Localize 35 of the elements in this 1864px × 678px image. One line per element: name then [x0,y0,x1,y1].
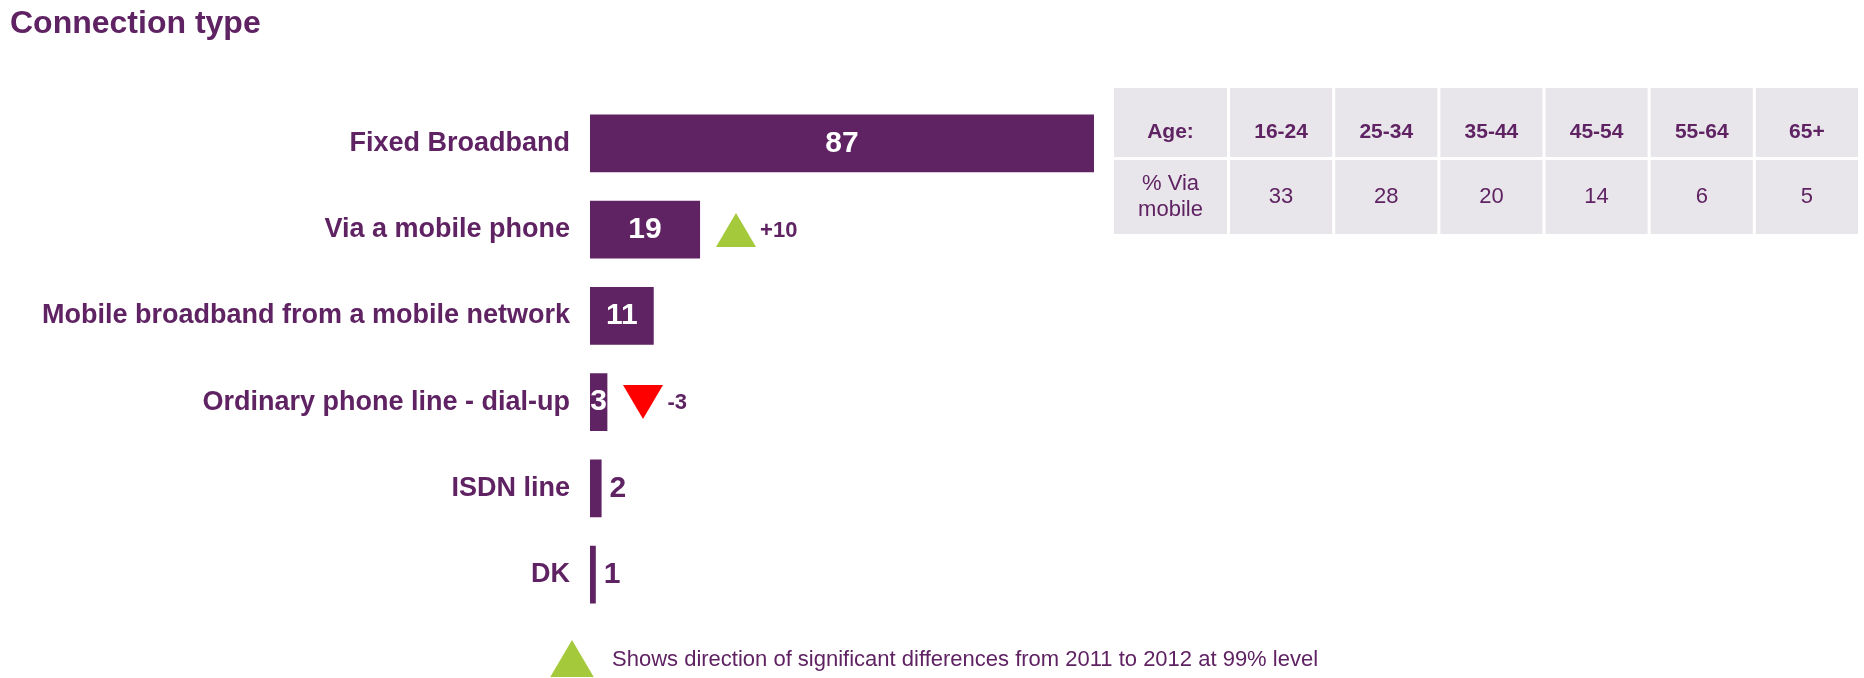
bar [590,545,596,604]
x-tick-label: 65+ [1789,119,1825,143]
text: Shows direction of significant differences from 2011 to 2012 at 99% level [612,645,1319,672]
data-label: 5 [1800,183,1814,209]
x-tick-label: 16-24 [1254,119,1309,143]
annotation: -3 [667,389,687,416]
data-label: 33 [1268,183,1294,209]
data-label: 28 [1374,183,1399,209]
data-label: 6 [1695,183,1708,209]
x-tick-label: 25-34 [1359,119,1414,143]
bar [590,114,1094,173]
y-tick-label: % Via mobile [1138,170,1203,222]
y-tick-label: Fixed Broadband [349,126,570,157]
data-label: 87 [825,124,859,158]
y-tick-label: Ordinary phone line - dial-up [202,385,570,416]
bar [590,200,701,259]
y-tick-label: Via a mobile phone [324,213,570,244]
text: Connection type [10,4,261,41]
data-label: 14 [1584,183,1609,209]
data-label: 3 [590,383,608,417]
annotation: +10 [760,216,798,243]
bar [590,286,654,345]
x-tick-label: 35-44 [1464,119,1519,143]
data-label: 11 [606,297,638,331]
data-label: 1 [603,555,621,589]
bar [590,459,602,518]
y-tick-label: Mobile broadband from a mobile network [41,299,571,330]
data-label: 20 [1479,183,1504,209]
x-tick-label: 45-54 [1569,119,1624,143]
x-tick-label: 55-64 [1674,119,1729,143]
y-tick-label: ISDN line [451,471,570,502]
y-tick-label: DK [531,558,571,589]
data-label: 2 [609,469,627,503]
x-axis-title: Age: [1147,119,1194,143]
data-label: 19 [628,210,662,244]
